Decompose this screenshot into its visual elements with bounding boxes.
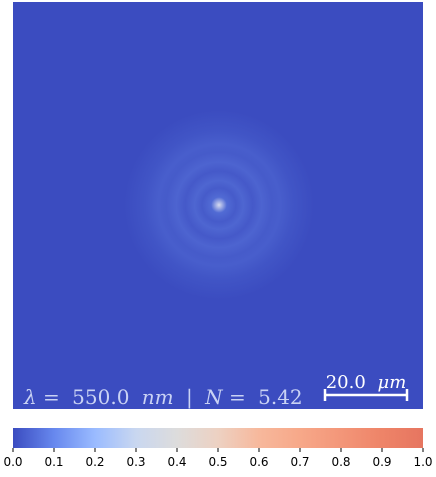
colorbar-tick-label: 0.7 [290, 455, 309, 469]
wavelength-aperture-annotation: λ = 550.0 nm | N = 5.42 [23, 385, 303, 410]
colorbar-ticks: 0.0 0.1 0.2 0.3 0.4 0.5 0.6 0.7 0.8 0.9 1.0 [3, 448, 433, 469]
lambda-equals: = [43, 385, 60, 409]
colorbar [13, 428, 423, 448]
n-equals: = [229, 385, 246, 409]
lambda-unit: nm [142, 385, 174, 409]
colorbar-tick-label: 0.2 [85, 455, 104, 469]
colorbar-tick-label: 0.1 [44, 455, 63, 469]
scale-bar-unit: μm [378, 372, 407, 393]
annotation-separator: | [186, 385, 193, 410]
colorbar-tick-label: 1.0 [413, 455, 432, 469]
colorbar-tick-label: 0.3 [126, 455, 145, 469]
scale-bar-label: 20.0 μm [326, 372, 407, 393]
lambda-value: 550.0 [72, 385, 129, 409]
colorbar-tick-label: 0.8 [331, 455, 350, 469]
scale-bar: 20.0 μm [323, 372, 409, 401]
colorbar-tick-label: 0.0 [3, 455, 22, 469]
diffraction-rings [124, 110, 314, 300]
n-value: 5.42 [258, 385, 303, 409]
scale-bar-value: 20.0 [326, 372, 366, 393]
colorbar-tick-label: 0.9 [372, 455, 391, 469]
colorbar-tick-label: 0.5 [208, 455, 227, 469]
n-symbol: N [204, 385, 224, 409]
lambda-symbol: λ [23, 385, 37, 409]
colorbar-tick-label: 0.4 [167, 455, 186, 469]
colorbar-tick-label: 0.6 [249, 455, 268, 469]
